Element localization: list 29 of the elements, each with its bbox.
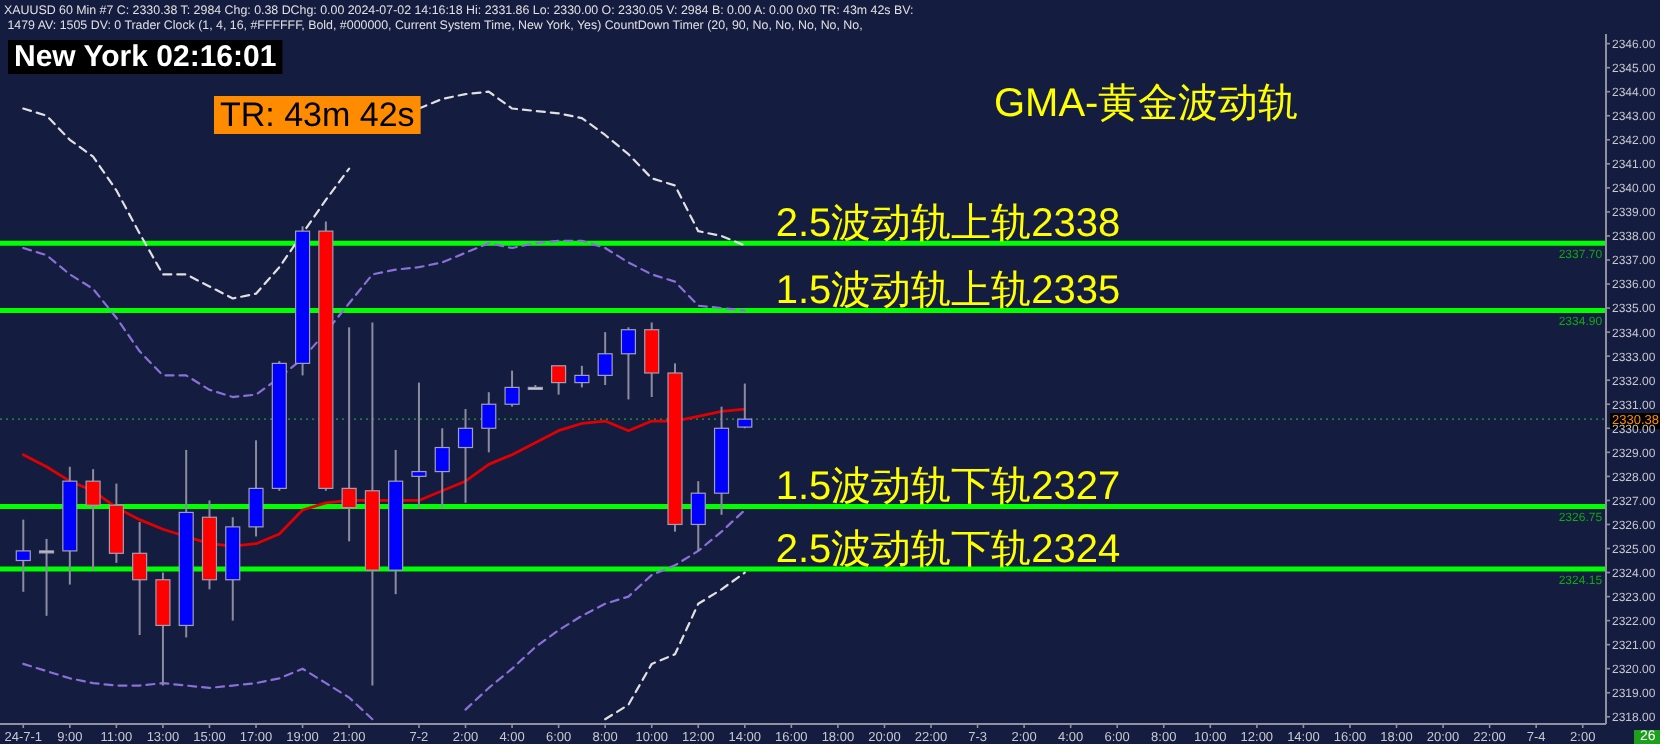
ref-line-label: 1.5波动轨下轨2327 (775, 465, 1121, 510)
candlestick (644, 321, 660, 399)
candlestick (38, 537, 55, 617)
annotation: New York 02:16:01 (14, 40, 277, 74)
candlestick (434, 427, 450, 509)
candlestick (85, 468, 101, 572)
line-series (22, 239, 746, 399)
candlestick (620, 326, 637, 401)
annotation: TR: 43m 42s (220, 96, 415, 134)
ref-line-label: 2.5波动轨下轨2324 (775, 527, 1121, 572)
candlestick (248, 439, 264, 538)
candlestick (411, 381, 427, 509)
candlestick (504, 369, 520, 408)
candlestick (737, 382, 753, 430)
ref-line-label: 2.5波动轨上轨2338 (775, 202, 1121, 247)
candlestick (457, 408, 474, 504)
candlestick (481, 391, 497, 454)
candlestick (551, 364, 567, 396)
line-series (604, 571, 746, 721)
candlestick (690, 480, 706, 552)
candlestick (15, 518, 31, 593)
candlestick (574, 364, 590, 389)
annotation: GMA-黄金波动轨 (994, 82, 1299, 126)
line-series (21, 407, 747, 548)
candlestick (597, 331, 613, 387)
candlestick (155, 571, 171, 687)
candlestick (341, 326, 357, 543)
candlestick (132, 521, 148, 637)
ref-line-label: 1.5波动轨上轨2335 (775, 269, 1121, 314)
